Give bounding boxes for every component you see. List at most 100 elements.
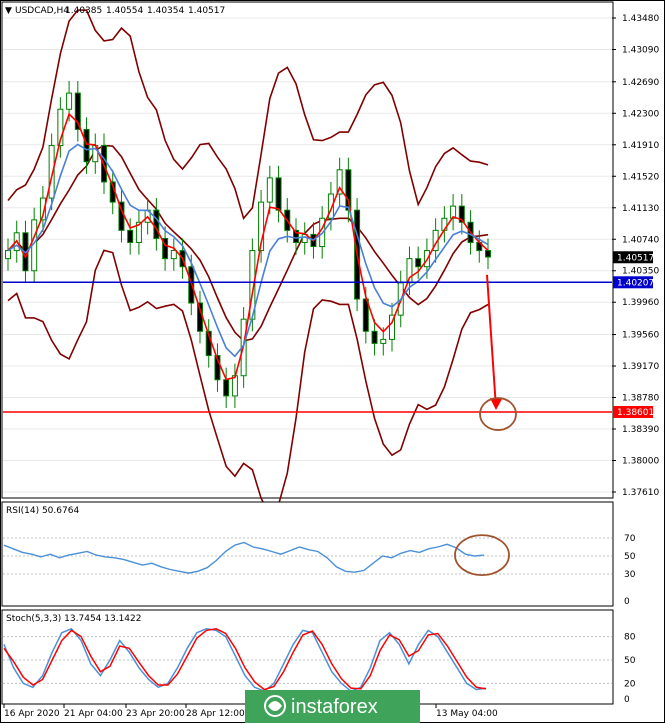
candle-body bbox=[415, 258, 422, 268]
candle-body bbox=[214, 355, 221, 381]
main-pane-border bbox=[1, 1, 614, 499]
rsi-tick-label: 70 bbox=[624, 534, 636, 544]
stoch-tick-label: 0 bbox=[624, 695, 630, 705]
price-tick-label: 1.43090 bbox=[622, 45, 659, 55]
bollinger-upper bbox=[7, 9, 489, 220]
rsi-line bbox=[3, 534, 510, 576]
price-levels: 1.40207 1.38601 1.40517 bbox=[3, 251, 654, 418]
target-circle bbox=[479, 397, 517, 431]
price-level-label: 1.40207 bbox=[617, 278, 654, 288]
rsi-tick-label: 30 bbox=[624, 570, 636, 580]
candle-body bbox=[266, 177, 273, 203]
candle-body bbox=[345, 169, 352, 211]
fast-ma-line bbox=[7, 112, 489, 381]
rsi-series-line bbox=[3, 541, 485, 574]
price-tick-label: 1.40740 bbox=[622, 235, 659, 245]
price-tick-label: 1.39560 bbox=[622, 331, 659, 341]
time-tick-label: 23 Apr 20:00 bbox=[126, 709, 185, 719]
forecast-arrow-head bbox=[490, 398, 502, 411]
bollinger-bands bbox=[7, 9, 489, 517]
high-price: 1.40554 bbox=[106, 6, 143, 16]
price-tick-label: 1.41910 bbox=[622, 141, 659, 151]
rsi-pane: 70 50 30 0 RSI(14) 50.6764 bbox=[1, 501, 636, 607]
triangle-down-icon[interactable]: ▼ bbox=[5, 6, 12, 16]
price-tick-label: 1.40350 bbox=[622, 267, 659, 277]
price-tick-label: 1.37610 bbox=[622, 488, 659, 498]
candle-body bbox=[223, 379, 230, 397]
price-tick-label: 1.41130 bbox=[622, 204, 659, 214]
time-tick-label: 16 Apr 2020 bbox=[4, 709, 60, 719]
time-tick-label: 21 Apr 04:00 bbox=[64, 709, 123, 719]
candle-body bbox=[336, 169, 343, 195]
chart-symbol: USDCAD,H4 bbox=[15, 6, 69, 16]
rsi-title: RSI(14) 50.6764 bbox=[6, 506, 79, 516]
price-tick-label: 1.38780 bbox=[622, 394, 659, 404]
price-tick-label: 1.43480 bbox=[622, 14, 659, 24]
candle-body bbox=[258, 201, 265, 252]
low-price: 1.40354 bbox=[147, 6, 184, 16]
price-tick-label: 1.39960 bbox=[622, 298, 659, 308]
stoch-tick-label: 20 bbox=[624, 679, 636, 689]
slow-ma-line bbox=[7, 143, 489, 358]
main-pane: 1.40207 1.38601 1.40517 1.43480 1.43090 1.42… bbox=[1, 1, 659, 517]
stoch-title: Stoch(5,3,3) 13.7454 13.1422 bbox=[6, 614, 141, 624]
stoch-axis: 80 50 20 0 bbox=[624, 633, 636, 705]
candle-body bbox=[170, 250, 177, 260]
price-tick-label: 1.42300 bbox=[622, 109, 659, 119]
current-price-label: 1.40517 bbox=[617, 253, 654, 263]
watermark: instaforex bbox=[245, 690, 420, 723]
rsi-target-circle bbox=[454, 534, 510, 576]
rsi-tick-label: 50 bbox=[624, 552, 636, 562]
candle-body bbox=[135, 221, 142, 243]
main-price-axis: 1.43480 1.43090 1.42690 1.42300 1.41910 1.415… bbox=[612, 14, 659, 498]
candle-body bbox=[327, 193, 334, 219]
candle-body bbox=[5, 250, 11, 260]
price-level-label: 1.38601 bbox=[617, 408, 654, 418]
candle-body bbox=[127, 229, 134, 243]
open-price: 1.40385 bbox=[65, 6, 102, 16]
time-tick-label: 28 Apr 12:00 bbox=[186, 709, 245, 719]
rsi-tick-label: 0 bbox=[624, 597, 630, 607]
price-tick-label: 1.41520 bbox=[622, 172, 659, 182]
rsi-axis: 70 50 30 0 bbox=[624, 534, 636, 607]
moving-averages bbox=[7, 112, 489, 381]
close-price: 1.40517 bbox=[188, 6, 225, 16]
stoch-pane: 80 50 20 0 Stoch(5,3,3) 13.7454 13.1422 bbox=[1, 609, 636, 705]
forecast-arrow-shaft bbox=[486, 274, 497, 409]
bollinger-lower bbox=[7, 249, 489, 517]
time-tick-label: 13 May 04:00 bbox=[436, 709, 498, 719]
stoch-levels bbox=[3, 636, 612, 684]
time-axis: 16 Apr 2020 21 Apr 04:00 23 Apr 20:00 28 Ap… bbox=[3, 704, 498, 719]
candle-body bbox=[162, 237, 169, 260]
candle-body bbox=[74, 92, 81, 130]
instaforex-logo-icon bbox=[264, 695, 286, 717]
candle-body bbox=[450, 205, 457, 219]
candle-body bbox=[275, 177, 282, 211]
stoch-tick-label: 50 bbox=[624, 656, 636, 666]
stoch-main-line bbox=[3, 627, 487, 693]
candle-body bbox=[153, 209, 160, 239]
rsi-pane-border bbox=[1, 501, 614, 607]
main-grid bbox=[3, 17, 612, 493]
price-tick-label: 1.39170 bbox=[622, 362, 659, 372]
candle-body bbox=[458, 205, 465, 223]
price-tick-label: 1.38390 bbox=[622, 425, 659, 435]
watermark-text: instaforex bbox=[291, 696, 378, 718]
candle-body bbox=[485, 250, 491, 258]
price-tick-label: 1.42690 bbox=[622, 78, 659, 88]
price-level-tag bbox=[613, 276, 653, 289]
stoch-lines bbox=[3, 627, 487, 693]
candle-body bbox=[39, 197, 46, 221]
candle-body bbox=[231, 375, 238, 397]
current-price-tag bbox=[613, 251, 653, 264]
candle-body bbox=[293, 229, 299, 243]
candle-body bbox=[57, 108, 64, 147]
forecast-arrow bbox=[479, 274, 517, 431]
bollinger-middle bbox=[7, 144, 489, 342]
candle-body bbox=[380, 338, 387, 344]
candle-body bbox=[83, 128, 90, 163]
price-tick-label: 1.38000 bbox=[622, 457, 659, 467]
stoch-signal-line bbox=[3, 628, 487, 691]
price-level-tag bbox=[613, 405, 653, 418]
